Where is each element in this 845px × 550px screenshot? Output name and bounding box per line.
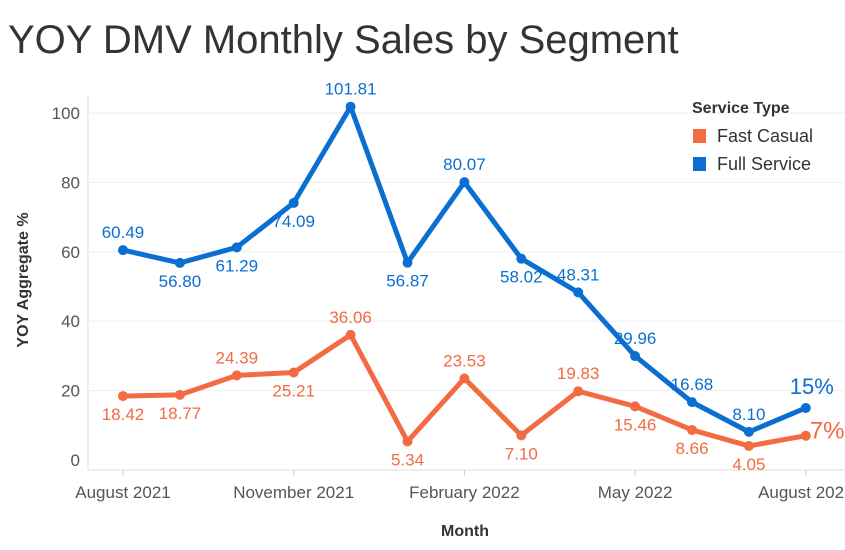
data-label: 4.05 <box>732 455 765 474</box>
x-tick-label: August 2022 <box>758 483 845 502</box>
data-point <box>288 197 299 208</box>
data-label: 18.77 <box>159 404 202 423</box>
data-point <box>743 440 754 451</box>
data-label: 80.07 <box>443 155 486 174</box>
y-tick-label: 100 <box>52 104 80 123</box>
data-point <box>402 257 413 268</box>
data-label: 5.34 <box>391 450 424 469</box>
data-point <box>573 287 584 298</box>
data-label: 36.06 <box>329 308 372 327</box>
data-point <box>345 101 356 112</box>
data-label: 7% <box>810 418 845 445</box>
legend-label: Fast Casual <box>717 126 813 146</box>
data-point <box>516 253 527 264</box>
data-point <box>573 386 584 397</box>
data-label: 29.96 <box>614 329 657 348</box>
data-point <box>231 242 242 253</box>
x-tick-label: November 2021 <box>233 483 354 502</box>
data-label: 15% <box>790 374 834 399</box>
data-point <box>459 373 470 384</box>
data-point <box>402 436 413 447</box>
data-label: 48.31 <box>557 265 600 284</box>
data-point <box>743 426 754 437</box>
data-point <box>516 430 527 441</box>
data-label: 8.66 <box>675 439 708 458</box>
data-point <box>800 402 811 413</box>
data-label: 61.29 <box>216 256 259 275</box>
data-point <box>174 257 185 268</box>
data-point <box>630 351 641 362</box>
data-point <box>118 245 128 256</box>
data-point <box>288 367 299 378</box>
legend-swatch <box>693 129 706 143</box>
data-label: 24.39 <box>216 348 259 367</box>
y-tick-label: 0 <box>71 451 80 470</box>
data-label: 25.21 <box>272 382 315 401</box>
x-tick-label: May 2022 <box>598 483 673 502</box>
data-label: 19.83 <box>557 364 600 383</box>
data-point <box>118 391 128 402</box>
data-label: 15.46 <box>614 415 657 434</box>
data-label: 16.68 <box>671 375 714 394</box>
data-point <box>687 397 697 408</box>
data-point <box>345 329 356 340</box>
data-point <box>459 177 470 188</box>
data-label: 101.81 <box>325 80 377 99</box>
data-label: 18.42 <box>102 405 145 424</box>
y-tick-label: 80 <box>61 173 80 192</box>
y-tick-label: 20 <box>61 382 80 401</box>
data-label: 8.10 <box>732 405 765 424</box>
x-tick-label: August 2021 <box>75 483 170 502</box>
chart-title: YOY DMV Monthly Sales by Segment <box>8 18 679 62</box>
data-point <box>800 430 811 441</box>
legend-title: Service Type <box>692 100 790 117</box>
data-label: 56.80 <box>159 272 202 291</box>
data-label: 56.87 <box>386 272 429 291</box>
x-axis-title: Month <box>441 523 489 540</box>
data-point <box>231 370 242 381</box>
data-label: 23.53 <box>443 351 486 370</box>
data-label: 58.02 <box>500 268 543 287</box>
data-point <box>630 401 641 412</box>
data-label: 7.10 <box>505 444 538 463</box>
data-point <box>174 389 185 400</box>
y-tick-label: 40 <box>61 312 80 331</box>
y-tick-label: 60 <box>61 243 80 262</box>
data-label: 60.49 <box>102 223 145 242</box>
data-label: 74.09 <box>272 212 315 231</box>
y-axis-title: YOY Aggregate % <box>15 212 32 347</box>
x-tick-label: February 2022 <box>409 483 520 502</box>
legend-swatch <box>693 157 706 171</box>
legend-label: Full Service <box>717 154 811 174</box>
data-point <box>687 424 697 435</box>
